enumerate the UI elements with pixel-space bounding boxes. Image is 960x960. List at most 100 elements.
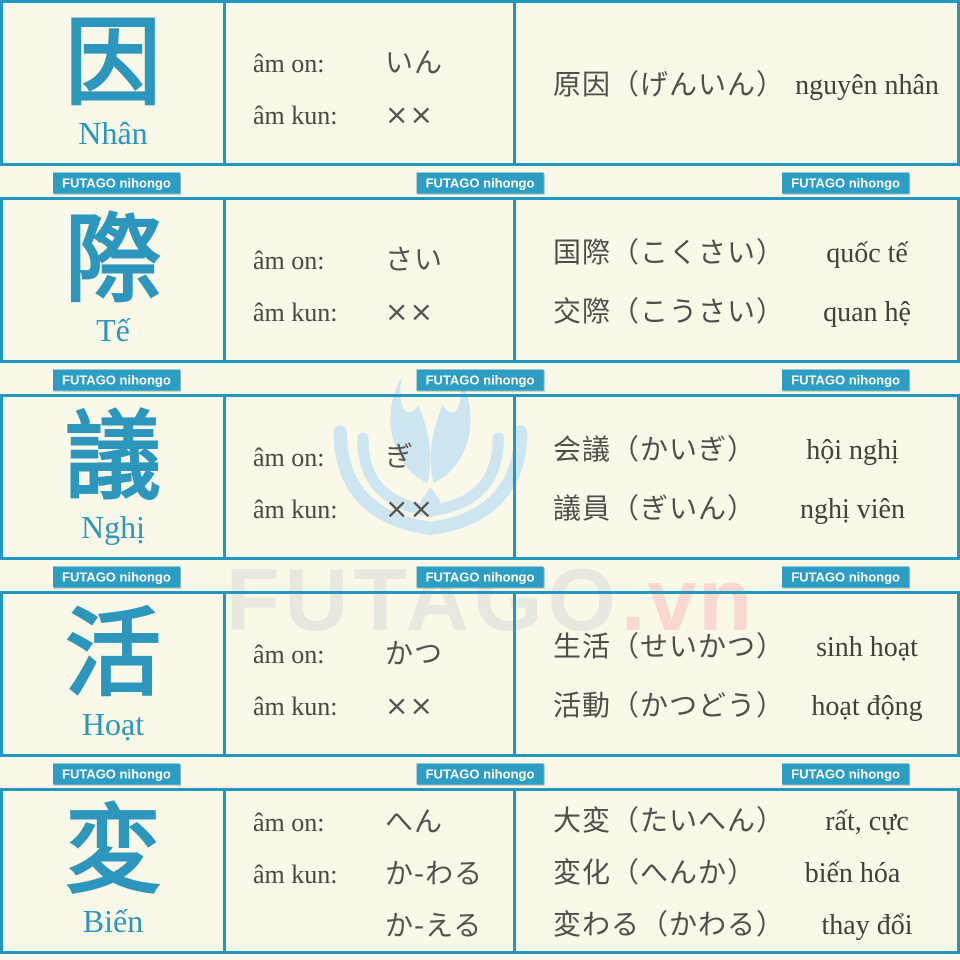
example-line: 生活（せいかつ） sinh hoạt	[553, 625, 949, 665]
futago-nihongo-badge: FUTAGO nihongo	[782, 172, 909, 194]
example-vietnamese: hoạt động	[811, 690, 923, 722]
example-japanese: 大変（たいへん）	[553, 804, 786, 837]
example-line: 活動（かつどう） hoạt động	[553, 684, 949, 724]
reading-line: âm kun: か-わる	[253, 852, 513, 892]
readings-cell: âm on: ぎ âm kun: ××	[223, 397, 513, 557]
reading-value: ぎ	[385, 440, 415, 473]
viet-reading-name: Biến	[82, 902, 144, 939]
futago-nihongo-badge: FUTAGO nihongo	[416, 172, 544, 194]
reading-label: âm on:	[253, 49, 325, 78]
readings-cell: âm on: かつ âm kun: ××	[223, 594, 513, 754]
kanji-cell: 変 Biến	[3, 791, 223, 951]
reading-value: か-わる	[385, 857, 484, 890]
futago-nihongo-badge: FUTAGO nihongo	[53, 763, 180, 785]
reading-line: âm kun: ××	[253, 492, 513, 525]
example-line: 変化（へんか） biến hóa	[553, 851, 949, 891]
badge-strip: FUTAGO nihongo FUTAGO nihongo FUTAGO nihon…	[0, 560, 960, 591]
examples-cell: 国際（こくさい） quốc tế 交際（こうさい） quan hệ	[513, 200, 957, 360]
kanji-row: 際 Tế âm on: さい âm kun: ×× 国際（こくさい） quốc tế 交際…	[0, 197, 960, 363]
example-vietnamese: thay đổi	[821, 910, 913, 941]
reading-label: âm on:	[253, 808, 325, 837]
example-line: 大変（たいへん） rất, cực	[553, 799, 949, 839]
futago-nihongo-badge: FUTAGO nihongo	[416, 763, 544, 785]
example-japanese: 変わる（かわる）	[553, 908, 786, 941]
reading-label: âm kun:	[253, 495, 338, 524]
example-line: 原因（げんいん） nguyên nhân	[553, 63, 949, 103]
example-vietnamese: hội nghị	[806, 434, 899, 466]
kanji-cell: 活 Hoạt	[3, 594, 223, 754]
example-japanese: 交際（こうさい）	[553, 294, 786, 328]
examples-cell: 生活（せいかつ） sinh hoạt 活動（かつどう） hoạt động	[513, 594, 957, 754]
example-vietnamese: nghị viên	[800, 493, 905, 525]
reading-line: âm on: さい	[253, 238, 513, 278]
example-line: 国際（こくさい） quốc tế	[553, 231, 949, 271]
kanji-row: 変 Biến âm on: へん âm kun: か-わるか-える 大変（たいへん） r…	[0, 788, 960, 954]
viet-reading-name: Nhân	[78, 114, 148, 151]
reading-label: âm on:	[253, 443, 325, 472]
kanji-row: 因 Nhân âm on: いん âm kun: ×× 原因（げんいん） nguyên …	[0, 0, 960, 166]
reading-value: かつ	[385, 637, 444, 670]
kanji-cell: 際 Tế	[3, 200, 223, 360]
example-line: 会議（かいぎ） hội nghị	[553, 428, 949, 468]
reading-line: âm kun: ××	[253, 98, 513, 131]
examples-cell: 大変（たいへん） rất, cực 変化（へんか） biến hóa 変わる（かわる） t…	[513, 791, 957, 951]
reading-value: ××	[385, 689, 434, 722]
reading-label: âm kun:	[253, 298, 338, 327]
futago-nihongo-badge: FUTAGO nihongo	[782, 763, 909, 785]
reading-line: âm on: ぎ	[253, 435, 513, 475]
reading-line: âm on: いん	[253, 41, 513, 81]
example-japanese: 議員（ぎいん）	[553, 491, 757, 525]
futago-nihongo-badge: FUTAGO nihongo	[53, 172, 180, 194]
badge-strip: FUTAGO nihongo FUTAGO nihongo FUTAGO nihon…	[0, 363, 960, 394]
viet-reading-name: Hoạt	[81, 705, 145, 742]
kanji-character: 因	[65, 6, 161, 119]
example-japanese: 変化（へんか）	[553, 856, 757, 889]
futago-nihongo-badge: FUTAGO nihongo	[416, 566, 544, 588]
reading-line: âm kun: ××	[253, 295, 513, 328]
readings-cell: âm on: さい âm kun: ××	[223, 200, 513, 360]
reading-value: か-える	[385, 909, 483, 942]
kanji-row: 議 Nghị âm on: ぎ âm kun: ×× 会議（かいぎ） hội nghị 議…	[0, 394, 960, 560]
example-vietnamese: rất, cực	[825, 806, 909, 837]
reading-value: ××	[385, 98, 434, 131]
examples-cell: 会議（かいぎ） hội nghị 議員（ぎいん） nghị viên	[513, 397, 957, 557]
futago-nihongo-badge: FUTAGO nihongo	[53, 566, 180, 588]
reading-value: ××	[385, 295, 434, 328]
viet-reading-name: Nghị	[81, 508, 145, 545]
futago-nihongo-badge: FUTAGO nihongo	[416, 369, 544, 391]
readings-cell: âm on: いん âm kun: ××	[223, 3, 513, 163]
badge-strip: FUTAGO nihongo FUTAGO nihongo FUTAGO nihon…	[0, 757, 960, 788]
reading-line: âm on: へん	[253, 800, 513, 840]
futago-nihongo-badge: FUTAGO nihongo	[782, 369, 909, 391]
example-vietnamese: nguyên nhân	[795, 70, 939, 101]
example-vietnamese: quốc tế	[826, 237, 908, 269]
reading-value: ××	[385, 492, 434, 525]
example-line: 議員（ぎいん） nghị viên	[553, 487, 949, 527]
reading-value: へん	[385, 805, 444, 838]
example-line: 変わる（かわる） thay đổi	[553, 903, 949, 943]
example-vietnamese: sinh hoạt	[816, 631, 918, 663]
futago-nihongo-badge: FUTAGO nihongo	[782, 566, 909, 588]
example-japanese: 国際（こくさい）	[553, 235, 786, 269]
reading-label: âm on:	[253, 246, 325, 275]
example-japanese: 活動（かつどう）	[553, 688, 786, 722]
reading-label: âm on:	[253, 640, 325, 669]
kanji-cell: 議 Nghị	[3, 397, 223, 557]
example-line: 交際（こうさい） quan hệ	[553, 290, 949, 330]
reading-label: âm kun:	[253, 692, 338, 721]
kanji-character: 変	[65, 794, 161, 907]
reading-line: âm kun: ××	[253, 689, 513, 722]
example-japanese: 原因（げんいん）	[553, 68, 786, 101]
futago-nihongo-badge: FUTAGO nihongo	[53, 369, 180, 391]
kanji-character: 活	[65, 597, 161, 710]
reading-label: âm kun:	[253, 101, 338, 130]
kanji-character: 議	[65, 400, 161, 513]
reading-value: いん	[385, 46, 444, 79]
example-japanese: 生活（せいかつ）	[553, 629, 786, 663]
viet-reading-name: Tế	[96, 311, 130, 348]
example-japanese: 会議（かいぎ）	[553, 432, 757, 466]
badge-strip: FUTAGO nihongo FUTAGO nihongo FUTAGO nihon…	[0, 166, 960, 197]
kanji-row: 活 Hoạt âm on: かつ âm kun: ×× 生活（せいかつ） sinh ho…	[0, 591, 960, 757]
example-vietnamese: biến hóa	[804, 858, 901, 889]
